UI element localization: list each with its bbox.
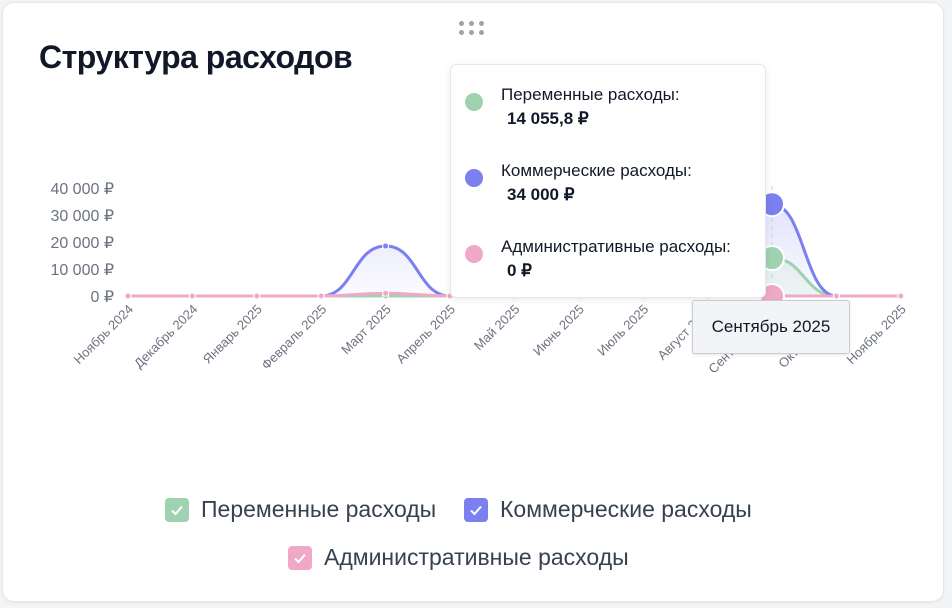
legend-checkbox[interactable] [464, 497, 488, 522]
tooltip-label: Коммерческие расходы: [501, 161, 692, 180]
x-tick-label: Январь 2025 [200, 302, 265, 367]
y-tick-label: 0 ₽ [90, 289, 114, 306]
legend-item-commercial[interactable]: Коммерческие расходы [464, 496, 752, 523]
chart-title: Структура расходов [39, 39, 353, 75]
legend-checkbox[interactable] [288, 545, 312, 570]
y-tick-label: 40 000 ₽ [50, 181, 114, 198]
admin-point [317, 292, 325, 300]
admin-color-dot [465, 245, 483, 263]
legend-item-admin[interactable]: Административные расходы [288, 544, 629, 571]
tooltip-label: Переменные расходы: [501, 85, 680, 104]
x-tick-label: Июнь 2025 [530, 302, 587, 359]
tooltip-value: 34 000 ₽ [507, 185, 575, 204]
x-tick-label: Март 2025 [338, 302, 394, 358]
y-tick-label: 30 000 ₽ [50, 208, 114, 225]
admin-point [382, 289, 390, 297]
legend-checkbox[interactable] [165, 497, 189, 522]
legend-item-variable[interactable]: Переменные расходы [165, 496, 436, 523]
chart-tooltip: Переменные расходы: 14 055,8 ₽ Коммерчес… [450, 64, 766, 298]
admin-point [253, 292, 261, 300]
commercial-point [382, 242, 390, 250]
x-tick-label: Июль 2025 [594, 302, 651, 359]
x-axis-tooltip: Сентябрь 2025 [692, 300, 850, 354]
x-tick-label: Апрель 2025 [393, 302, 458, 367]
legend-label: Коммерческие расходы [500, 496, 752, 522]
admin-point [124, 292, 132, 300]
checkmark-icon [294, 553, 306, 563]
x-tick-label: Май 2025 [471, 302, 523, 354]
commercial-color-dot [465, 169, 483, 187]
x-tick-label: Февраль 2025 [258, 302, 329, 373]
x-tick-label: Декабрь 2024 [131, 302, 200, 371]
admin-point [832, 292, 840, 300]
drag-handle-icon[interactable] [457, 19, 487, 37]
checkmark-icon [171, 505, 183, 515]
tooltip-label: Административные расходы: [501, 237, 731, 256]
admin-point [188, 292, 196, 300]
tooltip-value: 0 ₽ [507, 261, 532, 280]
y-tick-label: 10 000 ₽ [50, 262, 114, 279]
tooltip-value: 14 055,8 ₽ [507, 109, 589, 128]
x-tick-label: Ноябрь 2024 [71, 302, 137, 368]
y-tick-label: 20 000 ₽ [50, 235, 114, 252]
legend-label: Переменные расходы [201, 496, 437, 522]
x-tick-label: Ноябрь 2025 [843, 302, 909, 368]
admin-point [897, 292, 905, 300]
legend-label: Административные расходы [324, 544, 629, 570]
variable-color-dot [465, 93, 483, 111]
checkmark-icon [470, 505, 482, 515]
